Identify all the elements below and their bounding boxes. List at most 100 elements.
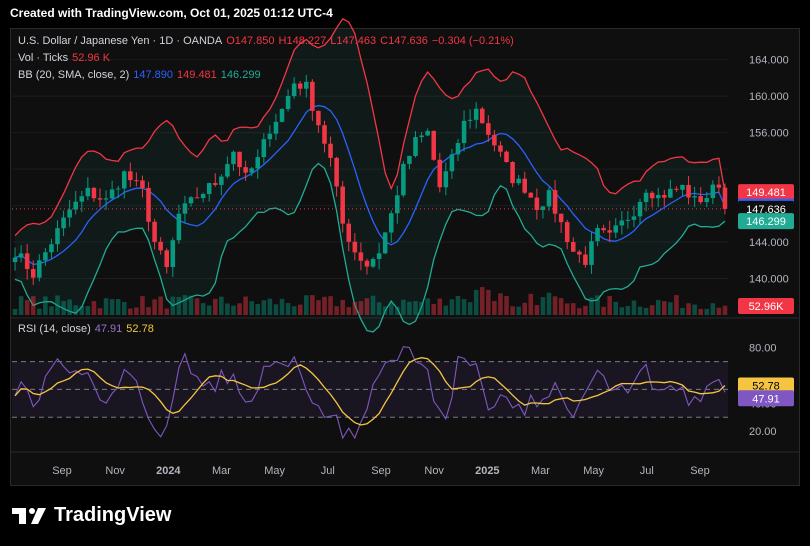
candle-body xyxy=(43,252,48,261)
candle-body xyxy=(273,121,279,134)
candle-body xyxy=(219,176,224,185)
volume-bar xyxy=(12,308,18,315)
candle-body xyxy=(12,257,18,263)
volume-bar xyxy=(716,307,722,315)
volume-bar xyxy=(152,299,157,315)
volume-bar xyxy=(55,295,60,315)
volume-bar xyxy=(164,308,170,315)
candle-body xyxy=(401,163,406,196)
volume-bar xyxy=(479,287,485,315)
rsi-label[interactable]: RSI (14, close) xyxy=(18,323,91,335)
volume-bar xyxy=(625,306,631,315)
candle-body xyxy=(437,159,443,188)
high-value: H148.227 xyxy=(278,35,327,47)
bb-lower-value: 146.299 xyxy=(220,69,261,81)
volume-bar xyxy=(67,299,72,315)
candle-body xyxy=(625,219,631,221)
volume-bar xyxy=(407,301,412,315)
bb-fill xyxy=(15,18,725,332)
candle-body xyxy=(364,260,370,267)
volume-value: 52.96 K xyxy=(72,52,111,64)
volume-bar xyxy=(176,296,182,315)
volume-bar xyxy=(692,304,697,315)
candle-body xyxy=(212,183,218,185)
candle-body xyxy=(200,193,206,199)
time-axis-label: 2025 xyxy=(475,465,499,477)
volume-bar xyxy=(279,298,285,315)
candle-body xyxy=(267,133,273,140)
candle-body xyxy=(376,253,382,259)
volume-bar xyxy=(395,306,400,315)
bb-upper-badge xyxy=(738,184,794,201)
volume-bar xyxy=(492,301,497,315)
volume-bar xyxy=(637,306,643,315)
volume-bar xyxy=(316,300,321,315)
volume-bar xyxy=(109,299,115,315)
volume-bar xyxy=(455,295,461,315)
candle-body xyxy=(291,83,297,97)
volume-bar xyxy=(115,299,121,315)
volume-bar xyxy=(346,307,352,315)
time-axis-label: Mar xyxy=(212,465,231,477)
bollinger-bands xyxy=(14,17,726,333)
time-axis-label: May xyxy=(583,465,604,477)
volume-bar xyxy=(607,296,612,315)
volume-label[interactable]: Vol · Ticks xyxy=(18,52,69,64)
chart-panel[interactable] xyxy=(10,28,800,486)
candle-body xyxy=(619,220,625,226)
volume-bar xyxy=(522,302,528,315)
candle-body xyxy=(722,187,728,209)
candle-body xyxy=(340,186,345,224)
volume-bar xyxy=(134,307,139,315)
candle-body xyxy=(255,157,261,169)
volume-bar xyxy=(146,307,151,315)
volume-bar xyxy=(30,296,36,315)
volume-bar xyxy=(158,296,163,315)
time-axis-label: Nov xyxy=(424,465,444,477)
bb-label[interactable]: BB (20, SMA, close, 2) xyxy=(18,69,130,81)
candle-body xyxy=(249,168,254,173)
candle-body xyxy=(18,253,24,258)
candle-body xyxy=(540,206,546,210)
candle-body xyxy=(176,213,182,241)
volume-bar xyxy=(461,299,467,315)
volume-bar xyxy=(388,302,394,315)
symbol-label[interactable]: U.S. Dollar / Japanese Yen · 1D · OANDA xyxy=(18,35,223,47)
candle-body xyxy=(61,217,66,229)
price-tick-label: 156.000 xyxy=(749,128,789,140)
volume-bar xyxy=(255,304,261,315)
low-value: L147.463 xyxy=(330,35,377,47)
volume-bar xyxy=(328,296,333,315)
candle-body xyxy=(546,190,552,207)
candle-body xyxy=(261,139,267,158)
volume-bar xyxy=(49,306,54,315)
volume-bar xyxy=(552,296,558,315)
candle-body xyxy=(570,242,576,252)
last-close-label: 147.636 xyxy=(746,204,786,216)
candle-body xyxy=(370,258,376,267)
candle-body xyxy=(583,254,588,265)
candle-body xyxy=(334,157,339,187)
volume-bar xyxy=(188,295,194,315)
footer-brand[interactable]: TradingView xyxy=(12,504,171,527)
candle-body xyxy=(297,83,303,89)
volume-bar xyxy=(261,300,267,315)
candle-body xyxy=(346,223,352,242)
price-tick-label: 144.000 xyxy=(749,237,789,249)
candle-body xyxy=(674,188,679,190)
time-axis-label: 2024 xyxy=(156,465,181,477)
candle-body xyxy=(79,196,85,202)
candle-body xyxy=(649,192,655,199)
tradingview-logo-icon xyxy=(12,507,46,524)
volume-bar xyxy=(340,299,345,315)
time-axis-label: Jul xyxy=(640,465,654,477)
volume-bar xyxy=(498,293,503,315)
candle-body xyxy=(680,184,685,190)
tradingview-brand-text: TradingView xyxy=(54,504,172,526)
candle-body xyxy=(103,198,109,200)
volume-bar xyxy=(249,301,254,315)
candle-body xyxy=(97,198,103,200)
bb-lower-badge xyxy=(738,213,794,230)
volume-bar xyxy=(595,295,600,315)
